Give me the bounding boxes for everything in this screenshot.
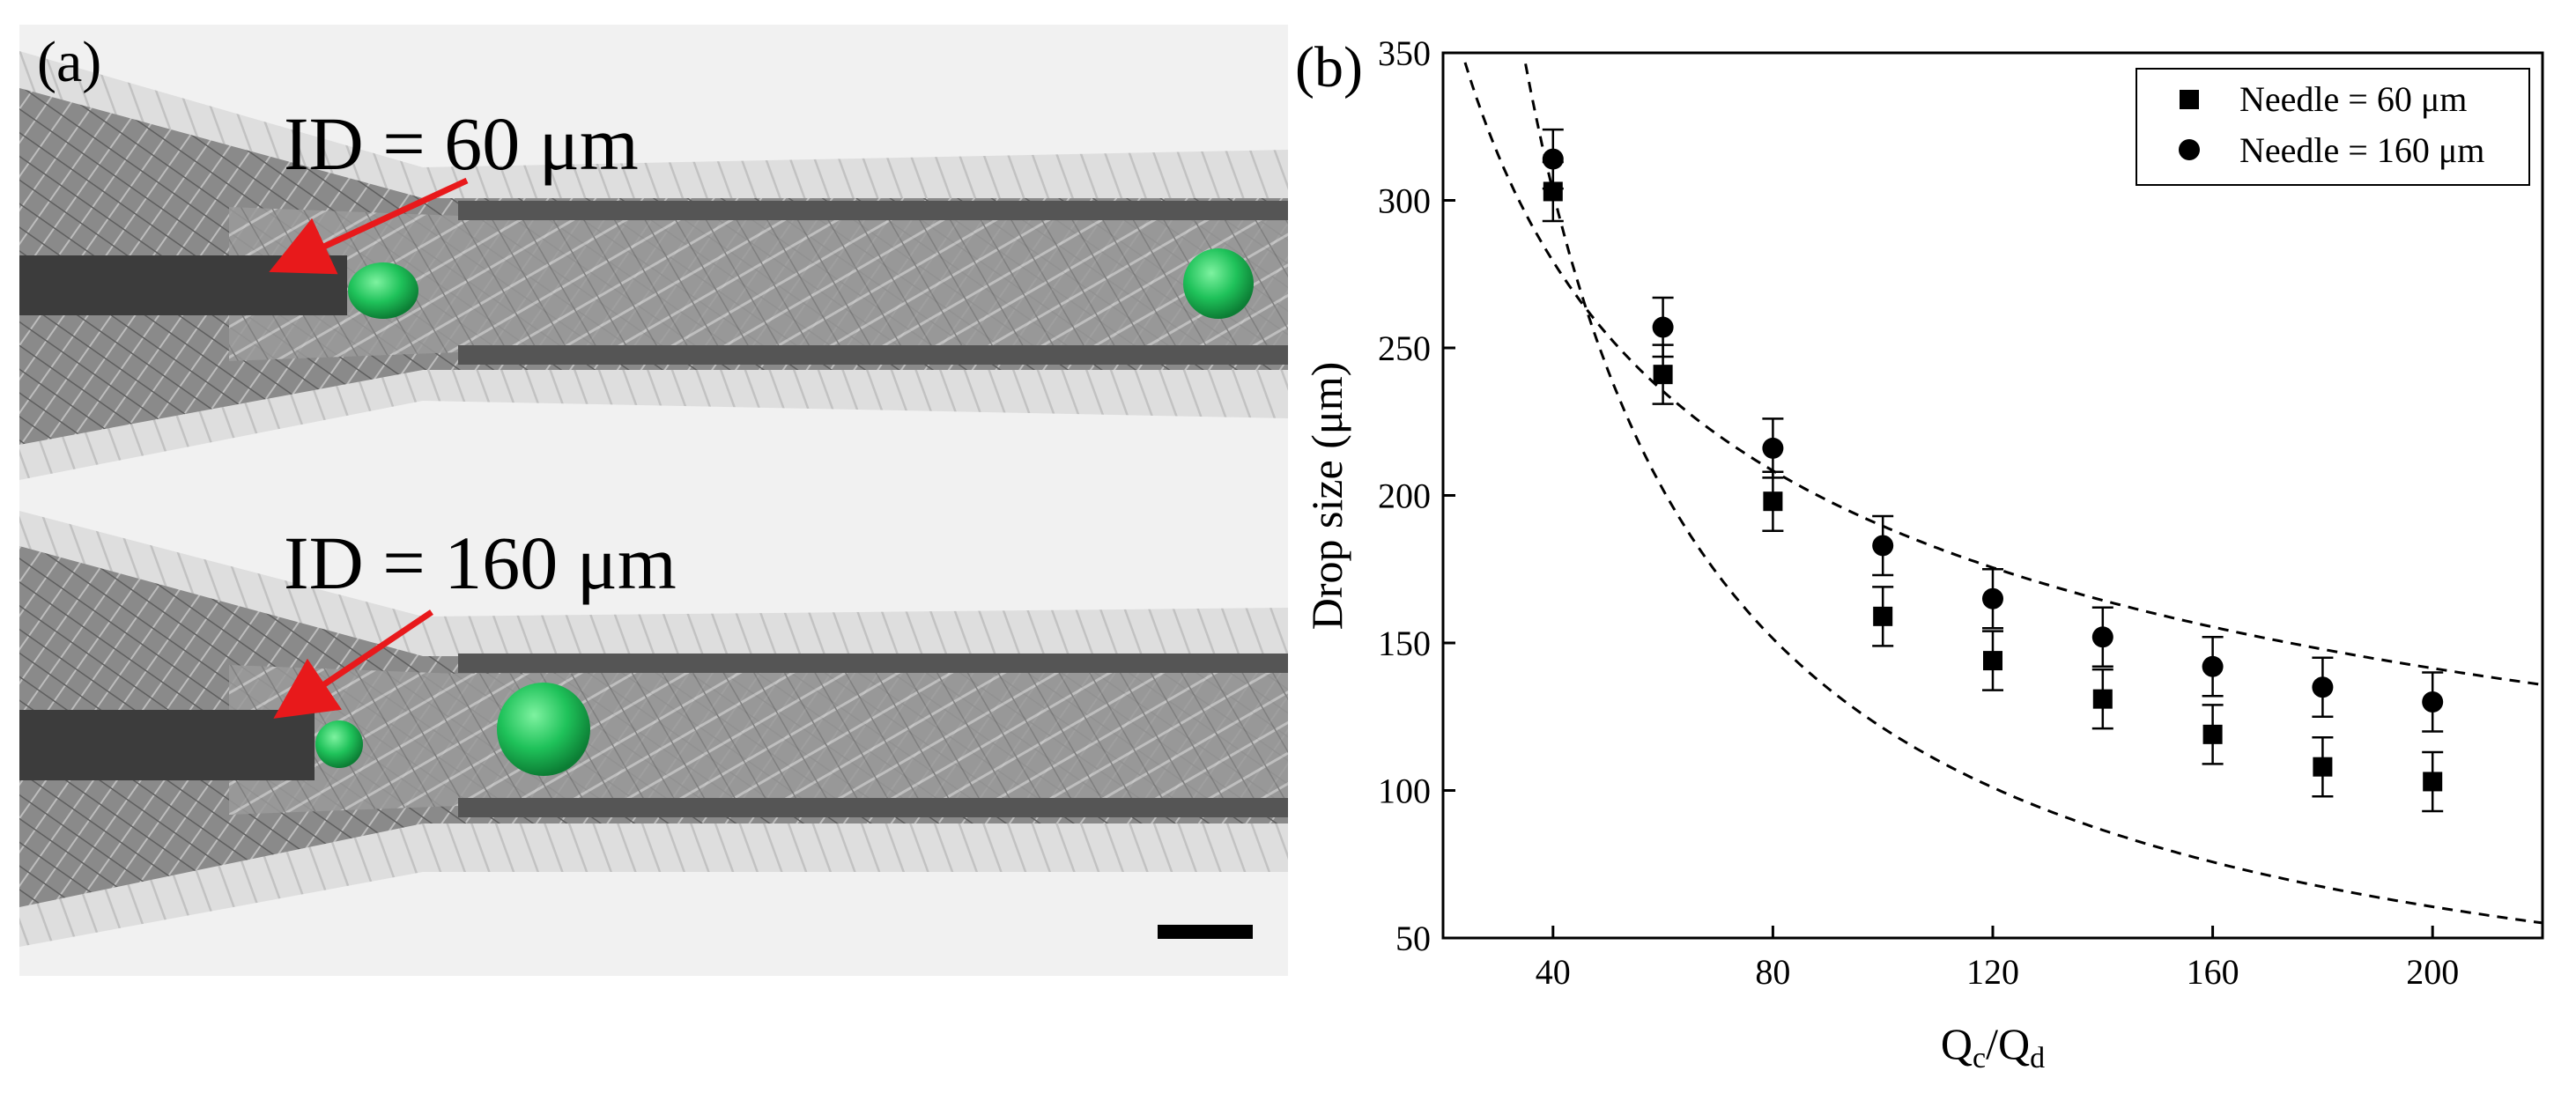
bottom-needle bbox=[19, 710, 315, 780]
bottom-droplet-large bbox=[497, 683, 590, 776]
x-axis-label: Qc/Qd bbox=[1941, 1019, 2045, 1075]
data-point-square-80 bbox=[1763, 491, 1783, 512]
top-inner-channel bbox=[229, 207, 1288, 361]
micrograph-bottom: ID = 160 μm bbox=[19, 511, 1288, 947]
y-tick-label-100: 100 bbox=[1378, 772, 1431, 811]
data-point-square-40 bbox=[1543, 181, 1563, 202]
x-tick-label-120: 120 bbox=[1966, 952, 2019, 992]
top-arrow bbox=[269, 177, 469, 275]
legend-marker-circle bbox=[2179, 139, 2200, 160]
top-needle bbox=[19, 255, 347, 315]
data-point-square-120 bbox=[1983, 651, 2002, 671]
top-droplet-far bbox=[1183, 248, 1254, 319]
data-point-circle-200 bbox=[2422, 691, 2444, 713]
legend: Needle = 60 μm Needle = 160 μm bbox=[2136, 68, 2530, 186]
y-tick-label-150: 150 bbox=[1378, 624, 1431, 663]
bottom-inner-channel bbox=[229, 665, 1288, 815]
panel-a-label: (a) bbox=[37, 30, 101, 94]
top-annotation: ID = 60 μm bbox=[284, 101, 639, 186]
bottom-channel-band bbox=[458, 654, 1288, 673]
top-channel-band-lower bbox=[458, 345, 1288, 365]
panel-b-chart: 50 100 150 200 250 300 350 40 80 120 160 200 (b) D… bbox=[1295, 33, 2544, 1075]
scale-bar bbox=[1158, 925, 1253, 939]
error-bars bbox=[1542, 128, 2444, 813]
fit-curves bbox=[1463, 62, 2543, 925]
data-point-square-140 bbox=[2092, 689, 2113, 709]
bottom-channel-band-lower bbox=[458, 798, 1288, 817]
legend-marker-square bbox=[2180, 90, 2199, 109]
data-point-square-180 bbox=[2313, 757, 2333, 777]
bottom-droplet-small bbox=[315, 720, 363, 768]
x-label-sub-c: c bbox=[1973, 1042, 1986, 1075]
data-point-circle-160 bbox=[2202, 655, 2224, 677]
x-axis-ticks: 40 80 120 160 200 bbox=[1536, 926, 2459, 992]
panel-b-label: (b) bbox=[1295, 35, 1363, 100]
data-point-circle-60 bbox=[1652, 316, 1674, 338]
legend-label-needle-60: Needle = 60 μm bbox=[2239, 79, 2467, 119]
top-droplet-small bbox=[348, 262, 418, 319]
data-point-circle-140 bbox=[2091, 626, 2113, 648]
y-tick-label-300: 300 bbox=[1378, 181, 1431, 221]
data-point-circle-40 bbox=[1542, 148, 1564, 170]
fit-curve-series-2 bbox=[1463, 62, 2543, 686]
bottom-arrow bbox=[273, 609, 433, 719]
y-axis-ticks: 50 100 150 200 250 300 350 bbox=[1378, 33, 1455, 958]
legend-box bbox=[2136, 68, 2530, 186]
y-axis-label: Drop size (μm) bbox=[1302, 362, 1351, 631]
data-point-circle-120 bbox=[1982, 587, 2003, 609]
data-point-square-160 bbox=[2202, 724, 2223, 744]
data-point-square-60 bbox=[1653, 365, 1673, 385]
fit-curve-series-1 bbox=[1524, 63, 2543, 925]
x-label-slash-q: /Q bbox=[1986, 1019, 2030, 1068]
data-point-circle-80 bbox=[1762, 437, 1784, 459]
x-label-q: Q bbox=[1941, 1019, 1973, 1068]
y-tick-label-350: 350 bbox=[1378, 33, 1431, 73]
y-tick-label-50: 50 bbox=[1395, 919, 1431, 958]
bottom-annotation: ID = 160 μm bbox=[284, 521, 677, 605]
data-point-circle-100 bbox=[1872, 535, 1894, 557]
legend-label-needle-160: Needle = 160 μm bbox=[2239, 130, 2484, 170]
x-tick-label-80: 80 bbox=[1755, 952, 1790, 992]
x-tick-label-160: 160 bbox=[2187, 952, 2239, 992]
micrograph-top: ID = 60 μm bbox=[19, 51, 1288, 480]
data-point-square-200 bbox=[2423, 772, 2443, 792]
data-point-square-100 bbox=[1873, 606, 1893, 626]
x-tick-label-40: 40 bbox=[1536, 952, 1571, 992]
y-tick-label-250: 250 bbox=[1378, 329, 1431, 368]
data-markers bbox=[1542, 148, 2444, 792]
data-point-circle-180 bbox=[2312, 676, 2334, 698]
x-tick-label-200: 200 bbox=[2406, 952, 2459, 992]
y-tick-label-200: 200 bbox=[1378, 476, 1431, 516]
x-label-sub-d: d bbox=[2030, 1042, 2045, 1075]
top-channel-band bbox=[458, 201, 1288, 220]
panel-a-micrograph: ID = 60 μm ID = 160 μm (a) bbox=[19, 25, 1288, 976]
